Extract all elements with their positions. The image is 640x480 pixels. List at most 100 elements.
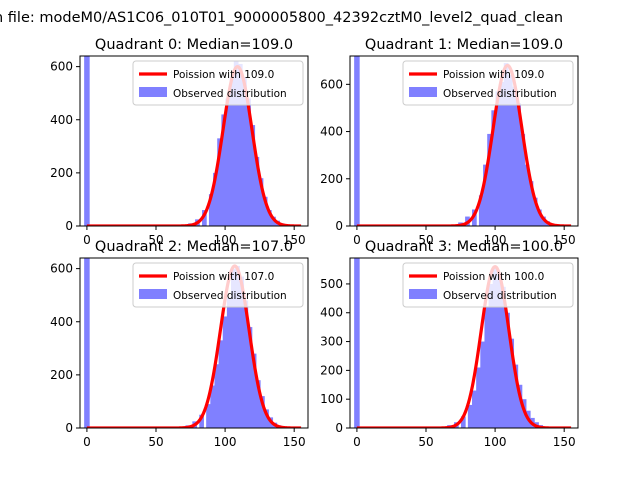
legend: Poission with 109.0 Observed distribution bbox=[402, 60, 574, 106]
histogram-bar bbox=[208, 194, 214, 226]
histogram-bar bbox=[250, 125, 256, 226]
subplot-title: Quadrant 3: Median=100.0 bbox=[365, 239, 563, 255]
histogram-bar bbox=[202, 210, 207, 226]
histogram-bar bbox=[524, 164, 530, 226]
histogram-bar bbox=[235, 265, 240, 428]
histogram-bar bbox=[233, 61, 239, 226]
legend-label-observed: Observed distribution bbox=[443, 88, 557, 100]
x-tick-label: 50 bbox=[418, 233, 433, 247]
histogram-bar bbox=[271, 216, 276, 226]
histogram-bar bbox=[214, 364, 220, 428]
x-tick-label: 100 bbox=[214, 233, 237, 247]
plot-area-3 bbox=[354, 258, 572, 428]
histogram-bar bbox=[206, 404, 211, 428]
poisson-curve bbox=[356, 265, 572, 428]
legend-box bbox=[402, 262, 574, 308]
y-tick-label: 200 bbox=[320, 172, 343, 186]
y-tick-label: 200 bbox=[320, 363, 343, 377]
histogram-bar bbox=[229, 77, 235, 226]
axes-frame bbox=[79, 55, 309, 227]
y-tick-label: 500 bbox=[320, 277, 343, 291]
x-tick-label: 150 bbox=[553, 435, 576, 449]
histogram-bar bbox=[536, 209, 542, 226]
histogram-bar bbox=[476, 367, 481, 428]
histogram-bar bbox=[199, 414, 204, 428]
x-tick-label: 150 bbox=[283, 233, 306, 247]
plot-area-1 bbox=[354, 56, 572, 226]
histogram-bar bbox=[512, 86, 517, 226]
histogram-bar bbox=[217, 138, 222, 226]
histogram-bar bbox=[258, 178, 264, 226]
legend: Poission with 100.0 Observed distribution bbox=[402, 262, 574, 308]
histogram-bar bbox=[262, 196, 268, 226]
y-tick-label: 0 bbox=[335, 421, 343, 435]
histogram-bar bbox=[472, 209, 477, 226]
histogram-bar bbox=[242, 77, 247, 226]
histogram-bar bbox=[213, 172, 218, 226]
histogram-bar bbox=[264, 409, 269, 428]
y-tick-label: 400 bbox=[50, 315, 73, 329]
histogram-bar bbox=[505, 312, 510, 428]
histogram-bar bbox=[254, 156, 260, 226]
histogram-bar bbox=[266, 210, 272, 226]
histogram-bar bbox=[246, 98, 251, 226]
y-tick-label: 600 bbox=[50, 262, 73, 276]
subplot-1: 0 50 100 150 0 200 400 600 Quadrant 1: Median=10… bbox=[320, 37, 579, 247]
y-tick-label: 600 bbox=[50, 60, 73, 74]
legend-box bbox=[402, 60, 574, 106]
legend-label-poisson: Poission with 100.0 bbox=[443, 271, 544, 283]
histogram-bar bbox=[484, 306, 490, 428]
y-tick-label: 300 bbox=[320, 335, 343, 349]
poisson-curve bbox=[86, 65, 302, 226]
histogram-bar bbox=[467, 404, 473, 428]
x-tick-label: 150 bbox=[553, 233, 576, 247]
histogram-bar bbox=[492, 266, 498, 428]
legend-box bbox=[132, 262, 304, 308]
subplot-0: 0 50 100 150 0 200 400 600 Quadrant 0: Median=10… bbox=[50, 37, 309, 247]
y-tick-label: 400 bbox=[320, 306, 343, 320]
y-tick-label: 0 bbox=[335, 219, 343, 233]
figure-suptitle: n file: modeM0/AS1C06_010T01_9000005800_… bbox=[0, 10, 563, 26]
subplot-3: 0 50 100 150 0 100 200 300 400 500 Quadrant 3: Med… bbox=[320, 239, 579, 449]
histogram-bar bbox=[487, 133, 492, 226]
histogram-bar bbox=[541, 216, 546, 226]
histogram-bar bbox=[532, 197, 538, 226]
histogram-bar bbox=[478, 195, 484, 226]
legend-bar-swatch bbox=[139, 289, 167, 299]
legend: Poission with 107.0 Observed distribution bbox=[132, 262, 304, 308]
histogram-bar bbox=[225, 98, 231, 226]
histogram-bar bbox=[513, 364, 519, 428]
zero-bin-bar bbox=[354, 258, 360, 428]
histogram-bar bbox=[460, 416, 466, 428]
plot-area-2 bbox=[84, 258, 302, 428]
histogram-bar bbox=[231, 268, 236, 428]
legend-box bbox=[132, 60, 304, 106]
histogram-bar bbox=[483, 164, 488, 226]
legend-label-observed: Observed distribution bbox=[443, 290, 557, 302]
histogram-bar bbox=[517, 384, 523, 428]
histogram-bar bbox=[516, 103, 521, 226]
subplot-title: Quadrant 0: Median=109.0 bbox=[95, 37, 293, 53]
histogram-bar bbox=[501, 286, 506, 428]
x-tick-label: 0 bbox=[83, 435, 91, 449]
histogram-bar bbox=[210, 385, 216, 428]
y-tick-label: 400 bbox=[320, 125, 343, 139]
histogram-bar bbox=[499, 81, 505, 226]
subplot-title: Quadrant 1: Median=109.0 bbox=[365, 37, 563, 53]
legend-label-observed: Observed distribution bbox=[173, 88, 287, 100]
legend-bar-swatch bbox=[139, 87, 167, 97]
y-tick-label: 400 bbox=[50, 113, 73, 127]
legend-label-poisson: Poission with 109.0 bbox=[443, 69, 544, 81]
histogram-bar bbox=[472, 390, 477, 428]
histogram-bar bbox=[222, 316, 228, 428]
x-tick-label: 0 bbox=[353, 435, 361, 449]
x-tick-label: 50 bbox=[418, 435, 433, 449]
histogram-bar bbox=[496, 275, 502, 428]
histogram-bar bbox=[507, 74, 513, 226]
histogram-bar bbox=[243, 300, 249, 428]
poisson-curve bbox=[86, 264, 302, 428]
histogram-bar bbox=[239, 276, 245, 428]
histogram-bar bbox=[260, 396, 265, 428]
histogram-bar bbox=[503, 63, 509, 226]
